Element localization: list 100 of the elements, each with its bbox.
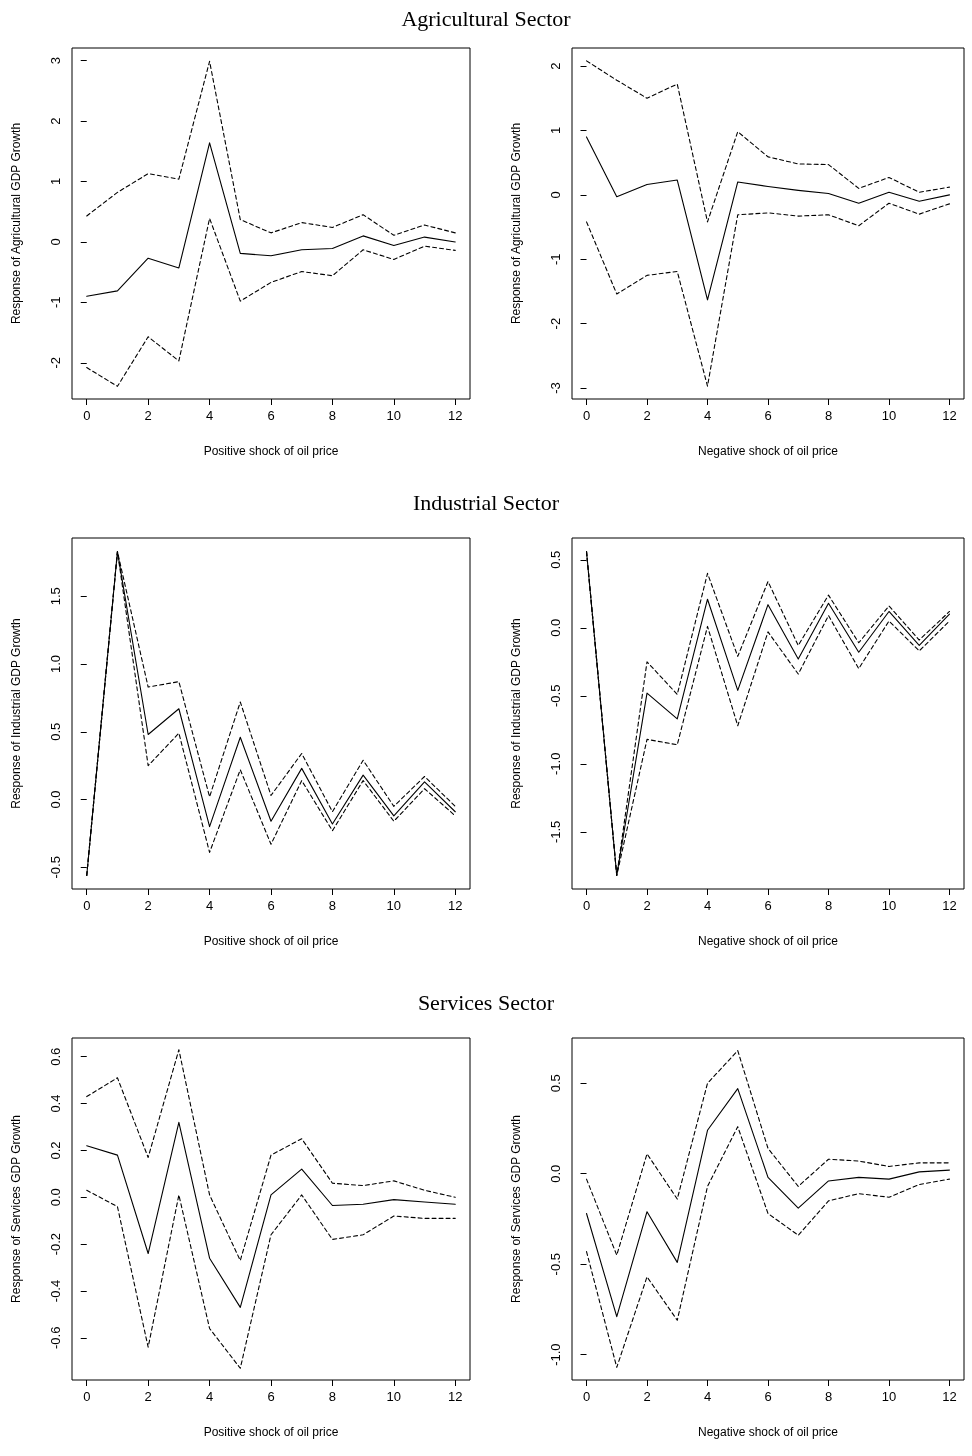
chart-title: Agricultural Sector xyxy=(400,6,572,32)
x-tick-label: 4 xyxy=(205,898,214,913)
x-tick-label: 2 xyxy=(144,1389,152,1404)
line-series xyxy=(86,142,456,297)
y-tick-label: 2 xyxy=(548,62,563,70)
x-tick-label: 2 xyxy=(144,408,152,423)
x-tick-label: 6 xyxy=(267,408,275,423)
chart-title: Services Sector xyxy=(416,990,556,1016)
y-tick-label: 0.5 xyxy=(48,722,63,741)
x-tick-label: 10 xyxy=(386,408,402,423)
y-axis-title: Response of Agricultural GDP Growth xyxy=(509,122,523,325)
chart-title: Industrial Sector xyxy=(412,490,560,516)
y-axis-title: Response of Services GDP Growth xyxy=(9,1115,23,1303)
x-tick-label: 0 xyxy=(83,898,91,913)
y-tick-label: -1 xyxy=(548,253,563,266)
x-tick-label: 0 xyxy=(582,408,591,423)
x-tick-label: 0 xyxy=(582,1389,591,1404)
x-tick-label: 0 xyxy=(83,408,91,423)
x-tick-label: 12 xyxy=(448,408,463,423)
x-tick-label: 8 xyxy=(824,408,833,423)
y-tick-label: 0.5 xyxy=(548,1074,563,1093)
x-tick-label: 12 xyxy=(942,1389,957,1404)
y-tick-label: 0 xyxy=(48,238,63,246)
x-tick-label: 6 xyxy=(267,1389,275,1404)
x-tick-label: 8 xyxy=(328,408,337,423)
line-series xyxy=(585,136,951,301)
y-axis-title: Response of Industrial GDP Growth xyxy=(9,618,23,809)
x-tick-label: 10 xyxy=(881,1389,897,1404)
y-axis-title: Response of Agricultural GDP Growth xyxy=(9,122,23,325)
x-tick-label: 10 xyxy=(881,408,897,423)
line-series xyxy=(86,1121,456,1308)
y-tick-label: 0.0 xyxy=(48,790,63,809)
y-tick-label: -0.5 xyxy=(48,856,63,879)
x-axis-title: Negative shock of oil price xyxy=(697,444,839,458)
y-tick-label: -2 xyxy=(48,356,63,369)
x-tick-label: 8 xyxy=(824,1389,833,1404)
y-tick-label: 0 xyxy=(548,191,563,199)
x-tick-label: 10 xyxy=(386,1389,402,1404)
x-tick-label: 2 xyxy=(643,408,651,423)
x-tick-label: 4 xyxy=(703,1389,712,1404)
line-series xyxy=(86,60,456,236)
x-tick-label: 2 xyxy=(643,898,651,913)
x-tick-label: 4 xyxy=(703,898,712,913)
y-tick-label: -0.5 xyxy=(548,684,563,708)
x-tick-label: 6 xyxy=(764,408,772,423)
x-tick-label: 8 xyxy=(328,1389,337,1404)
x-axis-title: Negative shock of oil price xyxy=(697,1425,839,1439)
y-tick-label: -0.6 xyxy=(48,1326,63,1350)
y-tick-label: 0.0 xyxy=(548,1164,563,1183)
y-tick-label: 0.5 xyxy=(548,550,563,569)
line-series xyxy=(585,202,951,387)
x-tick-label: 6 xyxy=(764,898,772,913)
y-tick-label: -0.5 xyxy=(548,1252,563,1276)
x-tick-label: 6 xyxy=(764,1389,772,1404)
y-tick-label: -1 xyxy=(48,296,63,309)
x-tick-label: 4 xyxy=(205,408,214,423)
y-tick-label: 2 xyxy=(48,117,63,125)
line-series xyxy=(585,1126,951,1368)
y-tick-label: 0.0 xyxy=(48,1188,63,1207)
y-tick-label: 0.2 xyxy=(48,1141,63,1160)
y-tick-label: 1 xyxy=(548,126,563,135)
y-tick-label: -0.2 xyxy=(48,1232,63,1256)
x-tick-label: 0 xyxy=(83,1389,91,1404)
y-tick-label: -0.4 xyxy=(48,1279,63,1303)
x-tick-label: 4 xyxy=(205,1389,214,1404)
line-series xyxy=(86,217,456,387)
x-axis-title: Positive shock of oil price xyxy=(203,934,339,948)
x-tick-label: 6 xyxy=(267,898,275,913)
y-tick-label: 1.0 xyxy=(48,655,63,674)
x-tick-label: 2 xyxy=(144,898,152,913)
y-tick-label: 0.6 xyxy=(48,1047,63,1066)
line-series xyxy=(86,1049,456,1262)
y-tick-label: -1.5 xyxy=(548,820,563,844)
x-tick-label: 8 xyxy=(824,898,833,913)
y-tick-label: 3 xyxy=(48,57,63,65)
x-tick-label: 12 xyxy=(448,898,463,913)
x-axis-title: Positive shock of oil price xyxy=(203,1425,339,1439)
x-tick-label: 4 xyxy=(703,408,712,423)
x-tick-label: 0 xyxy=(582,898,591,913)
y-tick-label: -1.0 xyxy=(548,752,563,776)
y-tick-label: 1.5 xyxy=(48,587,63,606)
line-series xyxy=(585,1050,951,1256)
line-series xyxy=(86,1189,456,1369)
x-tick-label: 2 xyxy=(643,1389,651,1404)
x-tick-label: 12 xyxy=(448,1389,463,1404)
x-axis-title: Positive shock of oil price xyxy=(203,444,339,458)
x-tick-label: 12 xyxy=(942,408,957,423)
y-tick-label: -1.0 xyxy=(548,1343,563,1366)
x-tick-label: 10 xyxy=(881,898,897,913)
y-axis-title: Response of Industrial GDP Growth xyxy=(509,618,523,809)
line-series xyxy=(585,1088,951,1318)
y-axis-title: Response of Services GDP Growth xyxy=(509,1115,523,1303)
y-tick-label: -3 xyxy=(548,382,563,394)
x-tick-label: 10 xyxy=(386,898,402,913)
line-series xyxy=(585,60,951,223)
x-axis-title: Negative shock of oil price xyxy=(697,934,839,948)
x-tick-label: 12 xyxy=(942,898,957,913)
y-tick-label: -2 xyxy=(548,317,563,330)
y-tick-label: 0.0 xyxy=(548,618,563,637)
y-tick-label: 1 xyxy=(48,177,63,186)
